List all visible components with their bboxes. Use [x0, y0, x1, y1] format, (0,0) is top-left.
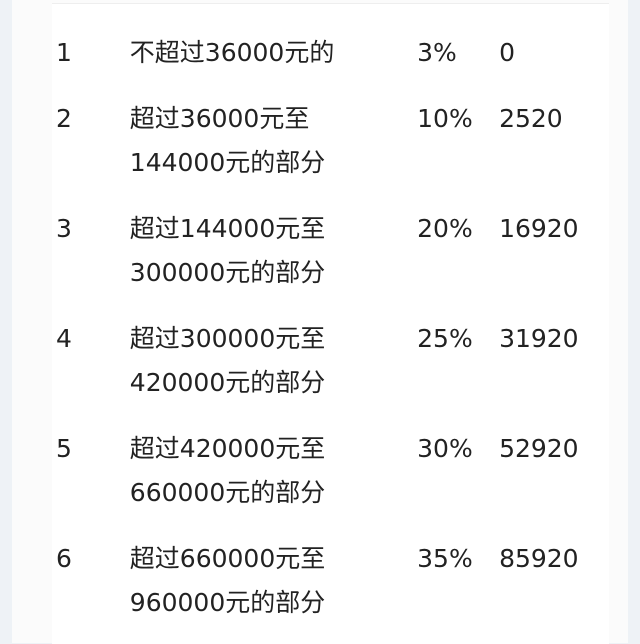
- table-row: 2 超过36000元至 144000元的部分 10% 2520: [52, 86, 609, 196]
- range-cell: 超过36000元至 144000元的部分: [130, 86, 417, 196]
- range-line: 超过660000元至: [129, 544, 326, 573]
- rate-cell: 35%: [417, 544, 473, 573]
- table-row: 3 超过144000元至 300000元的部分 20% 16920: [52, 196, 609, 306]
- deduction-cell: 16920: [499, 214, 579, 243]
- range-line: 144000元的部分: [129, 148, 326, 177]
- rate-cell: 3%: [417, 38, 457, 67]
- level-cell: 4: [56, 324, 72, 353]
- level-cell: 6: [56, 544, 72, 573]
- range-line: 超过144000元至: [129, 214, 326, 243]
- tax-table-container: 1 不超过36000元的 3% 0 2 超过36000元至 144000元的部分 10% 252…: [52, 3, 609, 644]
- level-cell: 5: [56, 434, 72, 463]
- range-line: 420000元的部分: [129, 368, 326, 397]
- range-line: 不超过36000元的: [129, 38, 335, 67]
- deduction-cell: 2520: [499, 104, 563, 133]
- range-line: 超过36000元至: [129, 104, 310, 133]
- range-line: 300000元的部分: [129, 258, 326, 287]
- level-cell: 2: [56, 104, 72, 133]
- level-cell: 1: [56, 38, 72, 67]
- range-line: 超过420000元至: [129, 434, 326, 463]
- range-cell: 不超过36000元的: [130, 20, 417, 86]
- range-line: 960000元的部分: [129, 588, 326, 617]
- range-line: 660000元的部分: [129, 478, 326, 507]
- range-cell: 超过420000元至 660000元的部分: [130, 416, 417, 526]
- deduction-cell: 31920: [499, 324, 579, 353]
- deduction-cell: 85920: [499, 544, 579, 573]
- rate-cell: 20%: [417, 214, 473, 243]
- table-row: 1 不超过36000元的 3% 0: [52, 20, 609, 86]
- range-cell: 超过660000元至 960000元的部分: [130, 526, 417, 636]
- range-line: 超过300000元至: [129, 324, 326, 353]
- table-row: 4 超过300000元至 420000元的部分 25% 31920: [52, 306, 609, 416]
- table-row: 6 超过660000元至 960000元的部分 35% 85920: [52, 526, 609, 636]
- rate-cell: 10%: [417, 104, 473, 133]
- range-cell: 超过300000元至 420000元的部分: [130, 306, 417, 416]
- range-cell: 超过144000元至 300000元的部分: [130, 196, 417, 306]
- level-cell: 3: [56, 214, 72, 243]
- rate-cell: 25%: [417, 324, 473, 353]
- tax-rate-table: 1 不超过36000元的 3% 0 2 超过36000元至 144000元的部分 10% 252…: [52, 20, 609, 636]
- content-card: 1 不超过36000元的 3% 0 2 超过36000元至 144000元的部分 10% 252…: [12, 0, 628, 644]
- deduction-cell: 0: [499, 38, 515, 67]
- rate-cell: 30%: [417, 434, 473, 463]
- deduction-cell: 52920: [499, 434, 579, 463]
- table-row: 5 超过420000元至 660000元的部分 30% 52920: [52, 416, 609, 526]
